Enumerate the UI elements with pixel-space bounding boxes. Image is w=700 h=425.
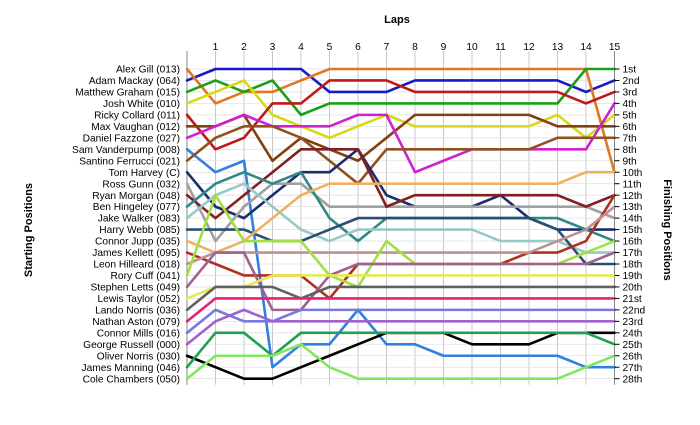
left-axis-title: Starting Positions [23,183,35,277]
lap-tick-label: 1 [213,42,219,53]
series-line-9 [185,125,616,185]
finishing-position-label: 10th [623,168,643,179]
starting-position-label: Ben Hingeley (077) [93,202,180,213]
starting-position-label: Jake Walker (083) [98,214,180,225]
finishing-position-label: 23rd [623,317,644,328]
series-line-21 [185,274,616,300]
lap-tick-label: 11 [495,42,506,53]
series-line-6 [185,113,616,163]
lap-tick-label: 4 [298,42,304,53]
starting-position-label: Josh White (010) [103,99,180,110]
starting-position-label: Nathan Aston (079) [92,317,180,328]
series-line-2 [185,67,616,174]
starting-position-label: Connor Jupp (035) [95,237,180,248]
series-line-22 [185,285,616,312]
starting-position-label: Matthew Graham (015) [75,88,180,99]
finishing-position-label: 18th [623,260,643,271]
starting-position-label: George Russell (000) [83,340,180,351]
lap-tick-label: 15 [609,42,621,53]
starting-position-label: Oliver Norris (030) [97,351,180,362]
finishing-position-label: 11th [623,179,642,190]
starting-position-label: Stephen Letts (049) [91,283,180,294]
starting-position-label: Ryan Morgan (048) [92,191,180,202]
lap-tick-label: 2 [241,42,247,53]
starting-position-label: Cole Chambers (050) [83,374,180,385]
lap-tick-label: 3 [270,42,276,53]
series-line-3 [185,67,616,117]
series-line-14 [185,182,616,254]
series-line-24 [185,308,616,335]
starting-position-label: Ross Gunn (032) [102,179,180,190]
lap-tick-label: 10 [466,42,478,53]
finishing-position-label: 4th [623,99,637,110]
series-line-27 [185,331,616,369]
finishing-position-label: 3rd [623,88,638,99]
finishing-position-label: 24th [623,328,643,339]
x-axis-title: Laps [384,14,410,26]
series-line-7 [185,102,616,174]
lap-tick-label: 6 [355,42,361,53]
series-line-16 [185,170,616,254]
starting-position-label: Lewis Taylor (052) [98,294,180,305]
starting-position-label: Alex Gill (013) [116,65,180,76]
finishing-position-label: 13th [623,202,643,213]
finishing-position-label: 14th [623,214,643,225]
series-line-23 [185,297,616,323]
finishing-position-label: 17th [623,248,643,259]
starting-position-label: Tom Harvey (C) [109,168,180,179]
starting-position-label: Adam Mackay (064) [89,76,180,87]
starting-position-label: Daniel Fazzone (027) [83,133,180,144]
lap-tick-label: 5 [327,42,333,53]
series-lines [185,67,616,380]
finishing-position-label: 16th [623,237,643,248]
finishing-position-label: 22nd [623,305,646,316]
starting-position-label: James Kellett (095) [92,248,180,259]
starting-position-label: James Manning (046) [81,363,180,374]
lap-tick-label: 9 [441,42,447,53]
starting-position-label: Connor Mills (016) [97,328,180,339]
starting-position-label: Sam Vanderpump (008) [72,145,180,156]
finishing-position-label: 27th [623,363,643,374]
lap-tick-label: 8 [412,42,418,53]
lap-tick-label: 12 [523,42,535,53]
series-line-8 [185,147,616,369]
finishing-position-label: 25th [623,340,643,351]
finishing-position-label: 26th [623,351,643,362]
finishing-position-label: 19th [623,271,643,282]
finishing-position-label: 7th [623,133,637,144]
starting-position-label: Leon Hilleard (018) [93,260,180,271]
series-line-28 [185,342,616,380]
starting-position-label: Rory Cuff (041) [111,271,180,282]
lap-tick-label: 14 [580,42,592,53]
finishing-position-label: 6th [623,122,637,133]
lap-tick-label: 13 [552,42,564,53]
lap-tick-labels: 1 2 3 4 5 6 7 8 9 10 11 12 13 14 15 [213,42,621,53]
starting-position-labels: Alex Gill (013)Adam Mackay (064)Matthew … [72,65,180,386]
right-axis-title: Finishing Positions [661,179,673,280]
finishing-position-label: 9th [623,156,637,167]
finishing-position-label: 1st [623,65,637,76]
series-line-15 [185,216,616,266]
lap-tick-label: 7 [384,42,390,53]
finishing-position-label: 2nd [623,76,640,87]
starting-position-label: Lando Norris (036) [95,305,180,316]
finishing-position-label: 21st [623,294,642,305]
finishing-position-label: 15th [623,225,643,236]
finishing-position-label: 5th [623,110,637,121]
starting-position-label: Ricky Collard (011) [94,110,180,121]
starting-position-label: Harry Webb (085) [99,225,180,236]
series-line-12 [185,147,616,220]
finishing-position-label: 20th [623,283,643,294]
finishing-position-labels: 1st2nd3rd4th5th6th7th8th9th10th11th12th1… [614,65,646,385]
starting-position-label: Max Vaughan (012) [91,122,180,133]
series-line-20 [185,251,616,312]
starting-position-label: Santino Ferrucci (021) [79,156,180,167]
series-line-25 [185,308,616,346]
finishing-position-label: 28th [623,374,643,385]
finishing-position-label: 12th [623,191,643,202]
finishing-position-label: 8th [623,145,637,156]
